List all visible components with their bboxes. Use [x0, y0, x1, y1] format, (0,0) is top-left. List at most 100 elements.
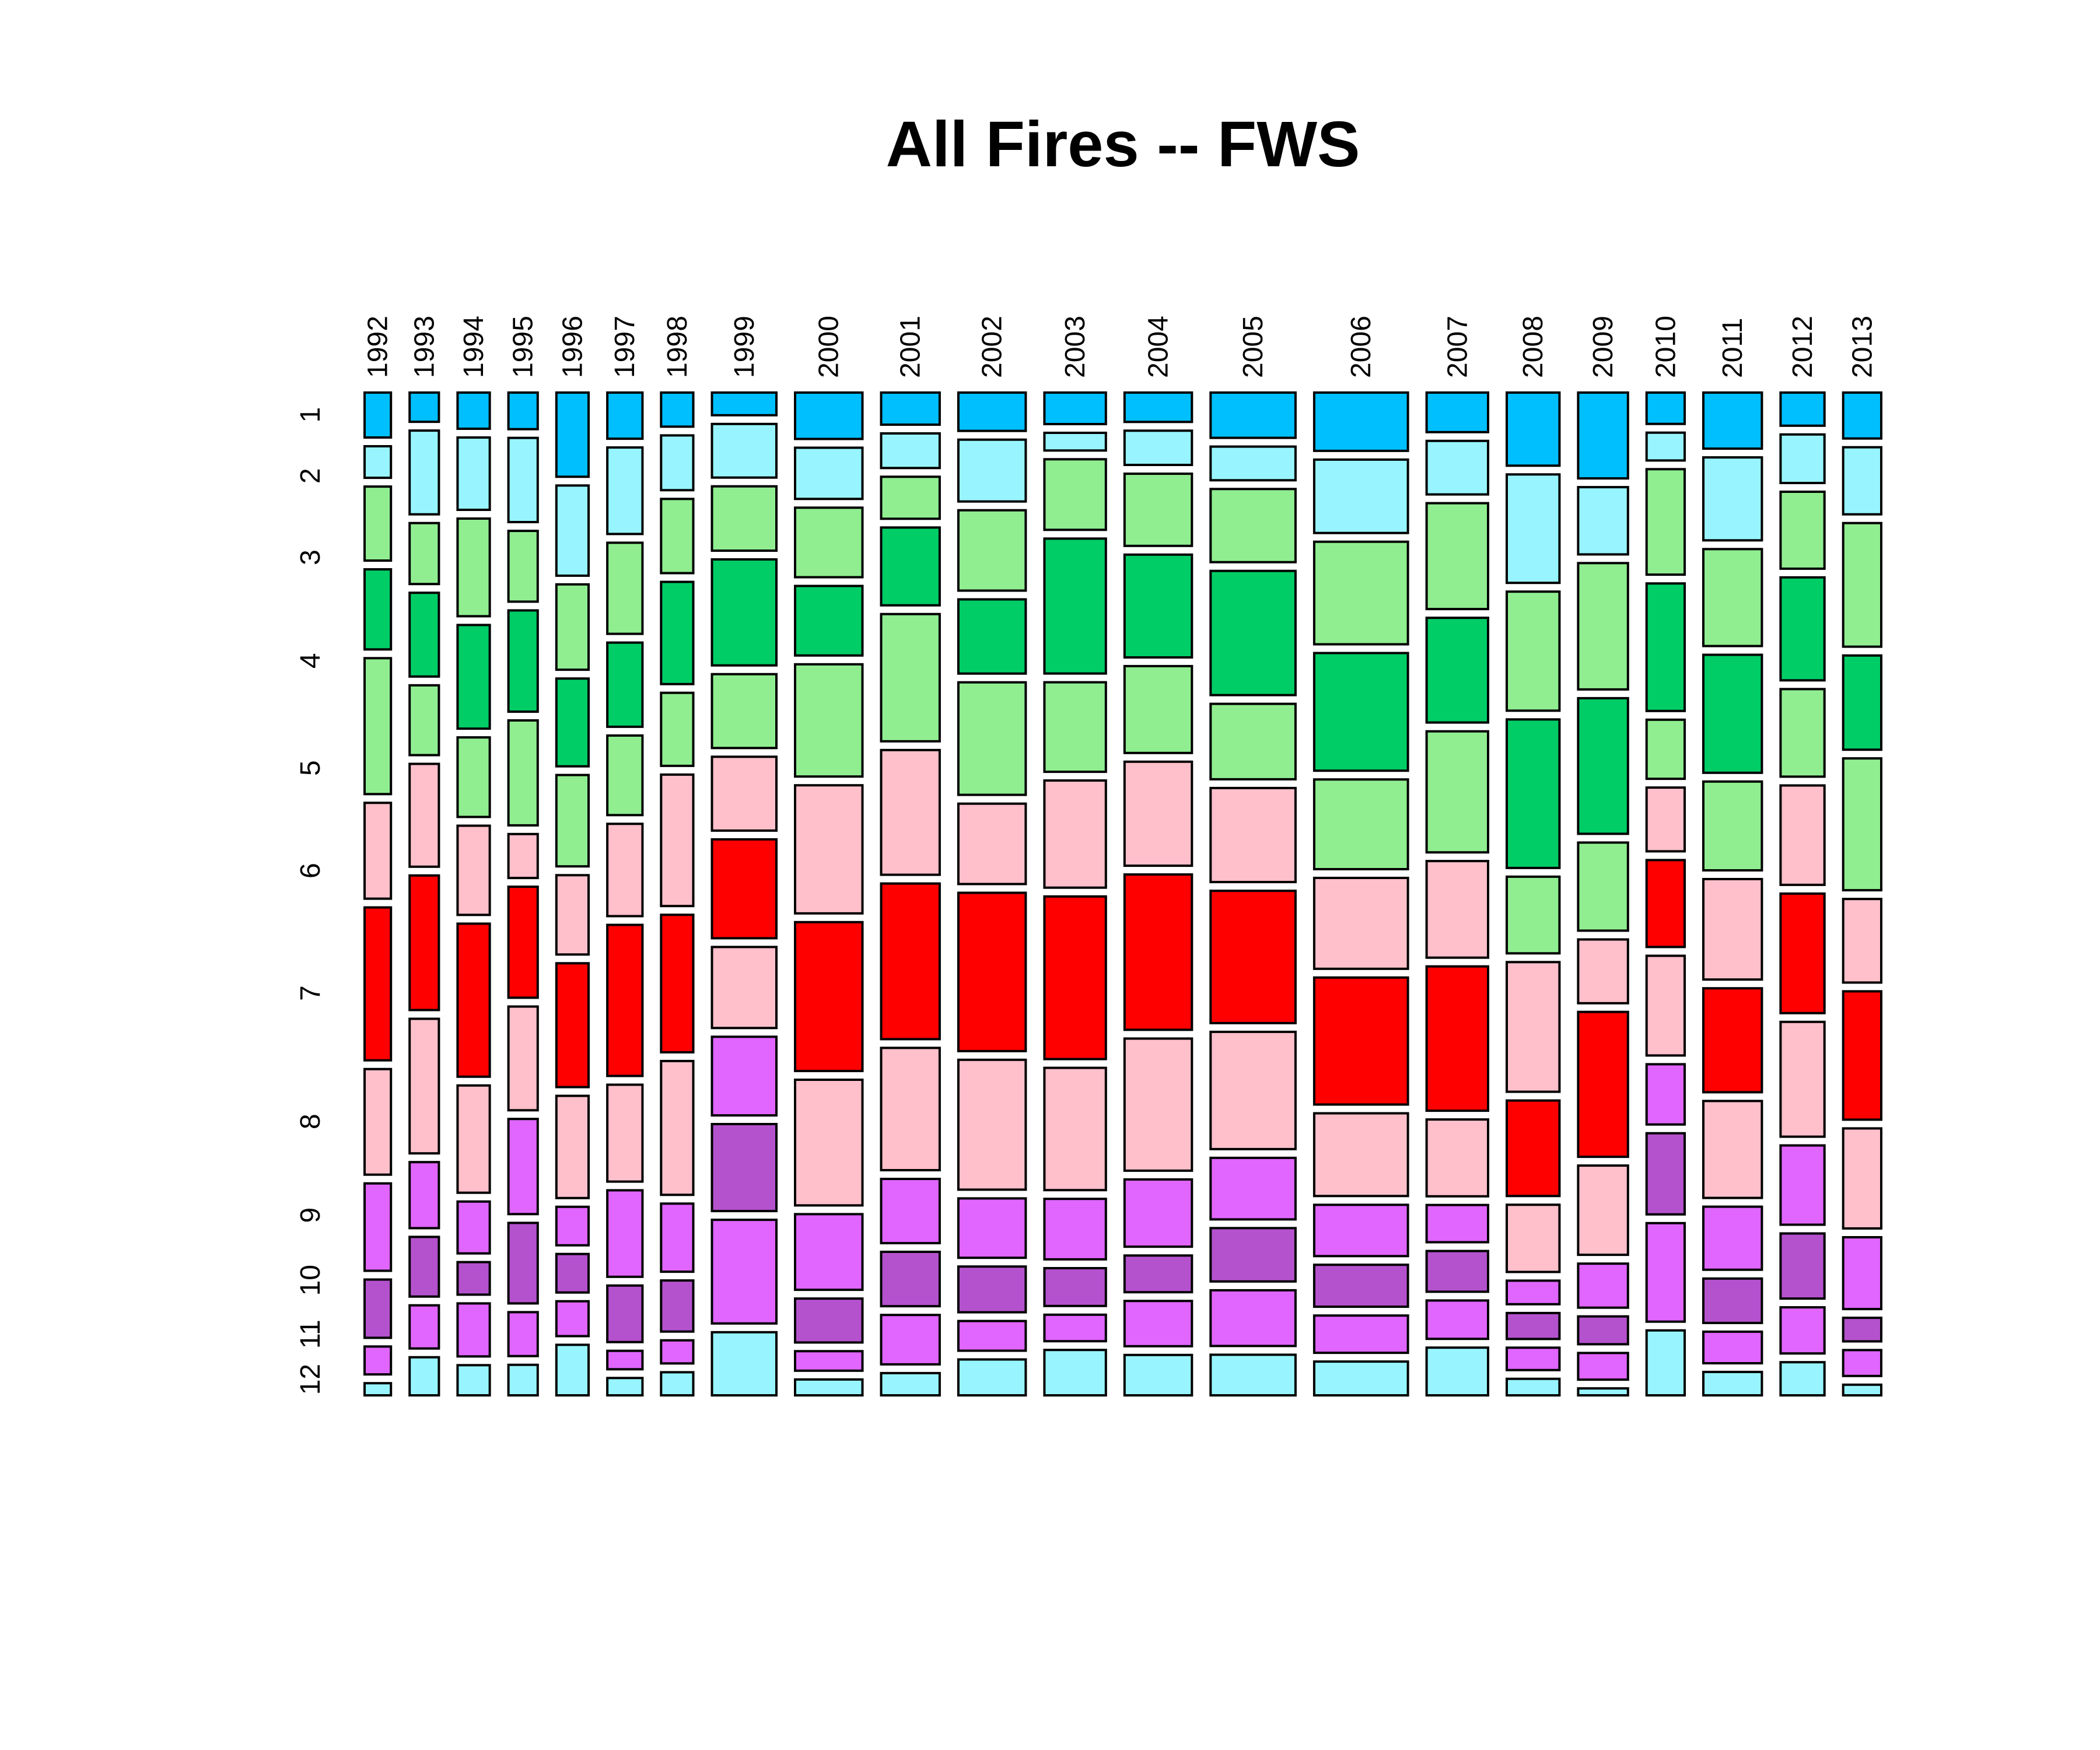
- row-label-8: 8: [295, 1114, 326, 1129]
- mosaic-cell-2003-1: [1043, 391, 1107, 425]
- mosaic-cell-2008-1: [1506, 391, 1561, 467]
- mosaic-cell-1993-3: [408, 522, 440, 586]
- column-label-2009: 2009: [1588, 316, 1619, 378]
- mosaic-cell-2012-1: [1779, 391, 1826, 427]
- column-label-2003: 2003: [1060, 316, 1091, 378]
- column-label-2011: 2011: [1717, 318, 1748, 378]
- mosaic-cell-1992-4: [363, 568, 393, 651]
- mosaic-cell-1994-8: [456, 1084, 491, 1194]
- mosaic-cell-1996-5: [555, 774, 590, 868]
- row-label-12: 12: [295, 1364, 326, 1395]
- mosaic-cell-1998-8: [660, 1059, 695, 1196]
- mosaic-cell-1998-5: [660, 691, 695, 767]
- mosaic-cell-2000-8: [794, 1079, 864, 1207]
- mosaic-cell-1995-3: [507, 530, 539, 603]
- mosaic-cell-2005-6: [1209, 786, 1297, 884]
- mosaic-cell-2003-7: [1043, 895, 1107, 1060]
- mosaic-cell-2006-10: [1312, 1264, 1409, 1308]
- column-label-1993: 1993: [409, 316, 440, 378]
- mosaic-cell-1996-11: [555, 1300, 590, 1338]
- column-label-1994: 1994: [459, 316, 489, 378]
- mosaic-cell-2001-12: [880, 1371, 941, 1396]
- mosaic-cell-2010-3: [1645, 468, 1686, 576]
- mosaic-cell-2011-10: [1702, 1277, 1763, 1324]
- column-label-2013: 2013: [1847, 316, 1878, 378]
- mosaic-cell-2012-4: [1779, 576, 1826, 682]
- mosaic-cell-2004-3: [1123, 473, 1194, 547]
- column-label-2012: 2012: [1787, 316, 1818, 378]
- mosaic-cell-1995-6: [507, 832, 539, 880]
- mosaic-cell-2004-1: [1123, 391, 1194, 424]
- mosaic-cell-1995-4: [507, 609, 539, 713]
- mosaic-cell-2010-5: [1645, 718, 1686, 780]
- mosaic-cell-2008-3: [1506, 590, 1561, 712]
- mosaic-cell-2008-2: [1506, 473, 1561, 584]
- mosaic-cell-1997-3: [606, 541, 644, 635]
- mosaic-cell-2007-8: [1425, 1118, 1490, 1198]
- mosaic-cell-2013-4: [1842, 654, 1882, 751]
- mosaic-cell-1996-9: [555, 1205, 590, 1247]
- column-label-1992: 1992: [363, 316, 394, 378]
- mosaic-cell-2008-6: [1506, 961, 1561, 1093]
- mosaic-cell-2001-9: [880, 1178, 941, 1245]
- mosaic-cell-2008-10: [1506, 1311, 1561, 1340]
- mosaic-cell-1998-1: [660, 391, 695, 428]
- mosaic-cell-2007-10: [1425, 1250, 1490, 1293]
- mosaic-cell-2009-2: [1577, 486, 1629, 556]
- mosaic-cell-2007-3: [1425, 502, 1490, 611]
- mosaic-cell-2000-4: [794, 584, 864, 657]
- mosaic-cell-2005-2: [1209, 445, 1297, 482]
- mosaic-cell-2001-2: [880, 432, 941, 470]
- mosaic-cell-1992-8: [363, 1068, 393, 1176]
- mosaic-cell-2013-5: [1842, 757, 1882, 892]
- row-label-5: 5: [295, 760, 326, 776]
- mosaic-cell-2000-10: [794, 1297, 864, 1344]
- mosaic-cell-1999-12: [710, 1331, 778, 1397]
- mosaic-cell-2010-1: [1645, 391, 1686, 425]
- mosaic-cell-2005-1: [1209, 391, 1297, 439]
- mosaic-cell-2010-11: [1645, 1222, 1686, 1323]
- mosaic-cell-2010-12: [1645, 1329, 1686, 1396]
- mosaic-cell-1995-5: [507, 719, 539, 827]
- mosaic-cell-1992-9: [363, 1182, 393, 1272]
- mosaic-cell-2004-10: [1123, 1254, 1194, 1294]
- mosaic-cell-1996-1: [555, 391, 590, 478]
- mosaic-cell-2000-12: [794, 1378, 864, 1397]
- mosaic-cell-1992-3: [363, 485, 393, 562]
- mosaic-cell-2008-4: [1506, 718, 1561, 869]
- mosaic-cell-1993-10: [408, 1236, 440, 1298]
- mosaic-cell-2007-5: [1425, 730, 1490, 854]
- mosaic-cell-2012-6: [1779, 784, 1826, 886]
- mosaic-cell-2012-7: [1779, 892, 1826, 1014]
- row-label-2: 2: [295, 468, 326, 484]
- mosaic-cell-2011-2: [1702, 456, 1763, 542]
- mosaic-cell-2004-7: [1123, 873, 1194, 1031]
- mosaic-cell-2001-11: [880, 1314, 941, 1366]
- mosaic-cell-1999-3: [710, 485, 778, 552]
- mosaic-cell-2003-5: [1043, 681, 1107, 774]
- mosaic-cell-1993-12: [408, 1356, 440, 1396]
- mosaic-cell-2006-9: [1312, 1203, 1409, 1258]
- mosaic-cell-2007-2: [1425, 439, 1490, 496]
- mosaic-cell-1996-3: [555, 583, 590, 671]
- mosaic-cell-1998-12: [660, 1371, 695, 1396]
- column-label-2005: 2005: [1238, 316, 1269, 378]
- mosaic-cell-1999-7: [710, 838, 778, 940]
- mosaic-cell-2008-11: [1506, 1346, 1561, 1371]
- mosaic-cell-2009-4: [1577, 696, 1629, 835]
- mosaic-cell-2005-9: [1209, 1156, 1297, 1221]
- mosaic-cell-2007-6: [1425, 860, 1490, 959]
- mosaic-cell-1998-10: [660, 1279, 695, 1333]
- mosaic-cell-2004-12: [1123, 1353, 1194, 1397]
- mosaic-cell-2003-12: [1043, 1349, 1107, 1396]
- mosaic-cell-1997-10: [606, 1284, 644, 1343]
- mosaic-cell-1995-9: [507, 1118, 539, 1216]
- mosaic-cell-2007-7: [1425, 965, 1490, 1112]
- mosaic-cell-2009-8: [1577, 1164, 1629, 1256]
- mosaic-cell-2000-11: [794, 1350, 864, 1372]
- mosaic-cell-2007-1: [1425, 391, 1490, 433]
- mosaic-cell-2004-5: [1123, 664, 1194, 754]
- mosaic-cell-1994-3: [456, 517, 491, 618]
- mosaic-cell-2012-8: [1779, 1020, 1826, 1138]
